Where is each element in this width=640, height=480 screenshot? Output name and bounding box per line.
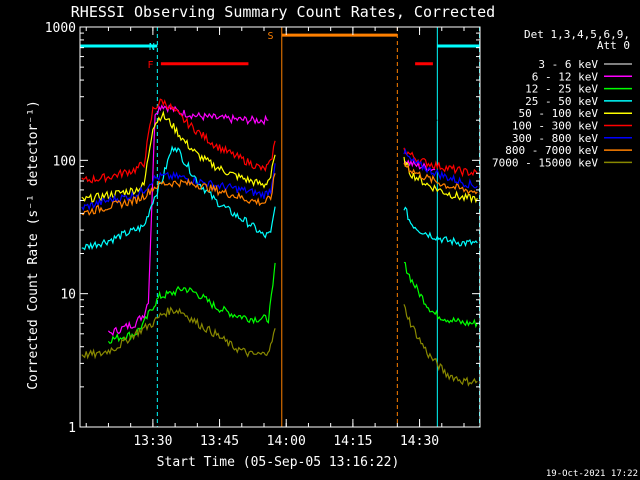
y-tick-label-2: 100 [53,154,76,169]
x-tick-label-2: 14:00 [267,434,306,449]
chart-title: RHESSI Observing Summary Count Rates, Co… [71,3,495,21]
series-0-segment-1 [403,108,438,125]
legend-label-1: 6 - 12 keV [532,70,599,83]
legend-label-8: 7000 - 15000 keV [492,156,598,169]
legend-header-0: Det 1,3,4,5,6,9, [524,28,630,41]
x-tick-label-3: 14:15 [333,434,372,449]
flag-label-0: F [148,60,154,71]
legend-header-1: Att 0 [597,39,630,52]
series-6-segment-1 [403,148,478,189]
series-4-segment-1 [403,156,478,204]
flag-label-3: S [268,31,274,42]
legend-label-4: 50 - 100 keV [519,107,599,120]
flag-label-1: N [149,42,155,53]
series-8-segment-0 [81,306,276,360]
legend-label-7: 800 - 7000 keV [505,144,598,157]
series-7-segment-1 [403,163,478,195]
series-5-segment-1 [403,147,478,178]
series-5-segment-0 [81,98,276,184]
y-axis-label: Corrected Count Rate (s⁻¹ detector⁻¹) [26,100,41,390]
x-axis-label: Start Time (05-Sep-05 13:16:22) [157,455,400,470]
series-3-segment-1 [403,206,478,248]
y-tick-label-1: 10 [60,288,76,303]
x-tick-label-0: 13:30 [133,434,172,449]
y-tick-label-0: 1 [68,421,76,436]
legend-label-0: 3 - 6 keV [538,58,598,71]
legend-label-5: 100 - 300 keV [512,120,598,133]
timestamp: 19-Oct-2021 17:22 [546,469,638,479]
legend-label-6: 300 - 800 keV [512,132,598,145]
series-2-segment-1 [403,261,478,329]
y-tick-label-3: 1000 [45,21,76,36]
series-1-segment-0 [107,104,269,337]
series-2-segment-0 [107,262,276,345]
series-6-segment-0 [81,163,276,212]
series-3-segment-0 [81,145,276,251]
axes: 1 10 100 1000 13:30 13:45 14:00 14:15 14:30 [45,21,481,449]
plot-area: FN S [79,27,481,427]
x-tick-label-1: 13:45 [200,434,239,449]
series-7-segment-0 [81,173,276,216]
plot-frame [79,26,481,428]
x-tick-label-4: 14:30 [400,434,439,449]
legend-label-2: 12 - 25 keV [525,83,598,96]
legend-label-3: 25 - 50 keV [525,95,598,108]
series-4-segment-0 [81,110,276,204]
series-0-segment-0 [159,79,269,95]
series-8-segment-1 [403,304,478,387]
